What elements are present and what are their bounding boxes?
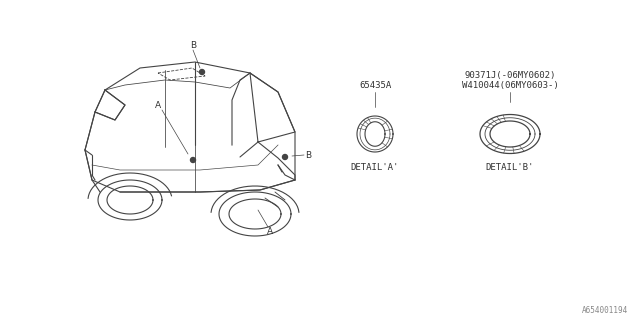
Text: A654001194: A654001194 [582, 306, 628, 315]
Text: DETAIL'B': DETAIL'B' [486, 163, 534, 172]
Text: 65435A: 65435A [359, 81, 391, 90]
Text: 90371J(-06MY0602)
W410044(06MY0603-): 90371J(-06MY0602) W410044(06MY0603-) [461, 71, 558, 90]
Text: A: A [267, 228, 273, 236]
Text: B: B [190, 42, 196, 51]
Circle shape [191, 157, 195, 163]
Circle shape [200, 69, 205, 75]
Text: DETAIL'A': DETAIL'A' [351, 163, 399, 172]
Text: B: B [305, 150, 311, 159]
Text: A: A [155, 100, 161, 109]
Circle shape [282, 155, 287, 159]
